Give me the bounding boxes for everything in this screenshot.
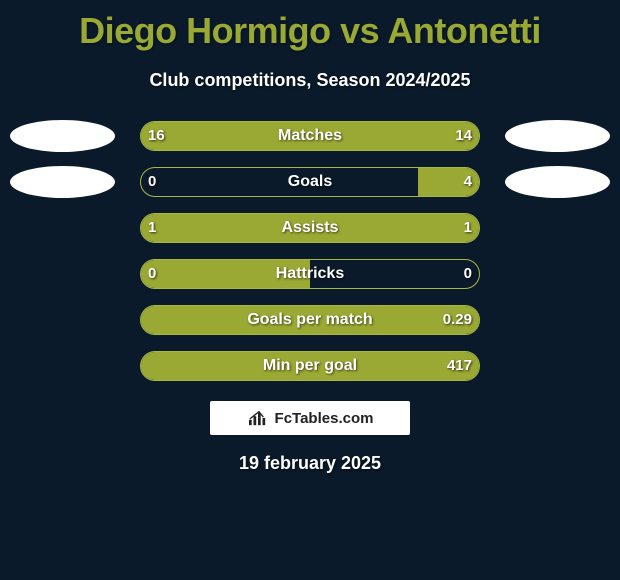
bar-right-fill [418, 168, 479, 196]
stat-row: 04Goals [0, 167, 620, 197]
date-text: 19 february 2025 [0, 453, 620, 474]
player-right-avatar [505, 120, 610, 152]
bar-track [140, 351, 480, 381]
comparison-chart: 1614Matches 04Goals 11Assists 00Hattricks 0.… [0, 121, 620, 381]
bar-right-fill [310, 214, 479, 242]
bars-icon [247, 409, 269, 427]
bar-track [140, 259, 480, 289]
fctables-logo: FcTables.com [210, 401, 410, 435]
bar-track [140, 305, 480, 335]
player-right-avatar [505, 166, 610, 198]
bar-right-fill [141, 352, 479, 380]
stat-row: 1614Matches [0, 121, 620, 151]
stat-row: 0.29Goals per match [0, 305, 620, 335]
bar-left-fill [141, 122, 320, 150]
player-left-avatar [10, 120, 115, 152]
logo-text: FcTables.com [275, 410, 374, 427]
player-left-avatar [10, 166, 115, 198]
bar-track [140, 167, 480, 197]
bar-right-fill [320, 122, 479, 150]
subtitle: Club competitions, Season 2024/2025 [0, 70, 620, 91]
stat-row: 417Min per goal [0, 351, 620, 381]
bar-track [140, 121, 480, 151]
bar-right-fill [141, 306, 479, 334]
bar-left-fill [141, 214, 310, 242]
bar-left-fill [141, 260, 310, 288]
stat-row: 00Hattricks [0, 259, 620, 289]
stat-row: 11Assists [0, 213, 620, 243]
bar-track [140, 213, 480, 243]
page-title: Diego Hormigo vs Antonetti [0, 0, 620, 52]
